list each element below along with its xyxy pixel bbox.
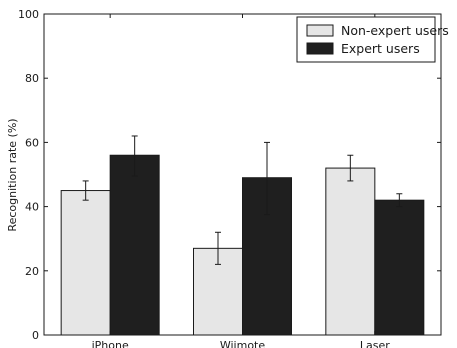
legend-label-non-expert: Non-expert users xyxy=(341,23,449,38)
x-tick-label-laser: Laser xyxy=(360,339,390,348)
plot-area: iPhone Wiimote Laser 0 20 40 60 80 100 Non-expert… xyxy=(18,8,449,348)
x-tick-label-wiimote: Wiimote xyxy=(220,339,266,348)
bar-non-expert-laser xyxy=(325,167,376,336)
axes-frame xyxy=(43,13,442,336)
y-axis-title: Recognition rate (%) xyxy=(6,118,19,231)
legend-swatch-expert xyxy=(306,42,334,55)
bar-expert-laser xyxy=(374,199,425,336)
legend-label-expert: Expert users xyxy=(341,41,420,56)
legend-swatch-non-expert xyxy=(306,24,334,37)
y-tick-label: 0 xyxy=(32,329,39,342)
bar-non-expert-iphone xyxy=(60,190,111,336)
y-tick-label: 80 xyxy=(25,72,39,85)
y-tick-label: 40 xyxy=(25,201,39,214)
y-tick-label: 60 xyxy=(25,136,39,149)
x-tick-label-iphone: iPhone xyxy=(92,339,129,348)
bar-expert-iphone xyxy=(109,154,160,336)
y-tick-label: 100 xyxy=(18,8,39,21)
y-tick-label: 20 xyxy=(25,265,39,278)
